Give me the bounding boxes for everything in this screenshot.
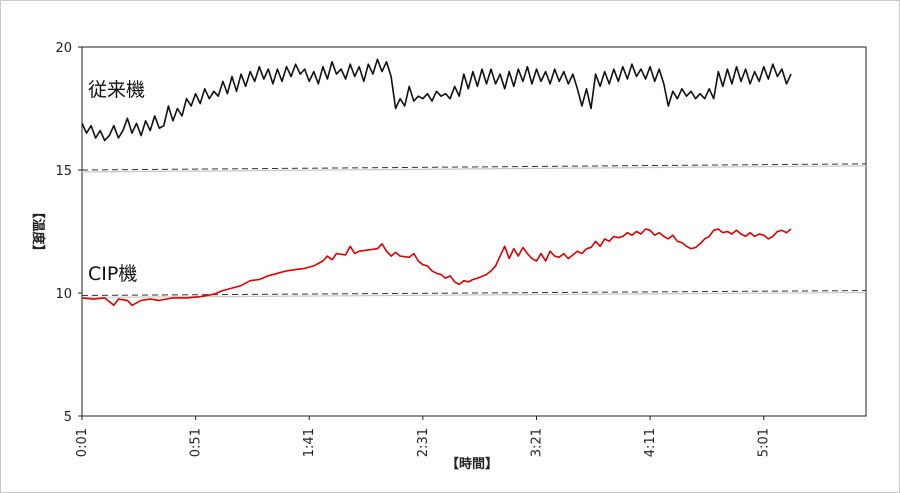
- reference-line-shadow: [81, 165, 867, 173]
- reference-line-shadow: [81, 291, 867, 299]
- series-label-cip: CIP機: [88, 263, 137, 285]
- x-tick-label: 0:01: [75, 428, 90, 457]
- y-tick-label: 20: [55, 41, 72, 56]
- y-tick-label: 10: [55, 287, 72, 302]
- y-axis: 5 10 15 20: [55, 41, 82, 425]
- plot-border: [81, 46, 867, 417]
- x-tick-label: 0:51: [189, 428, 204, 457]
- series-lines: [81, 58, 792, 307]
- series-line-conventional: [81, 58, 792, 142]
- x-tick-label: 3:21: [529, 428, 544, 457]
- reference-lines: [81, 163, 867, 299]
- y-axis-title: 【温度】: [30, 205, 46, 257]
- x-axis: 0:01 0:51 1:41 2:31 3:21 4:11 5:01: [75, 416, 772, 457]
- series-label-conventional: 従来機: [88, 79, 145, 101]
- x-tick-label: 1:41: [302, 428, 317, 457]
- x-tick-label: 4:11: [643, 428, 658, 457]
- x-tick-label: 2:31: [416, 428, 431, 457]
- x-axis-title: 【時間】: [446, 456, 498, 472]
- x-tick-label: 5:01: [757, 428, 772, 457]
- plot-area: [81, 46, 867, 417]
- y-tick-label: 5: [64, 410, 72, 425]
- series-line-cip: [81, 228, 792, 307]
- y-tick-label: 15: [55, 164, 72, 179]
- reference-line: [81, 163, 867, 171]
